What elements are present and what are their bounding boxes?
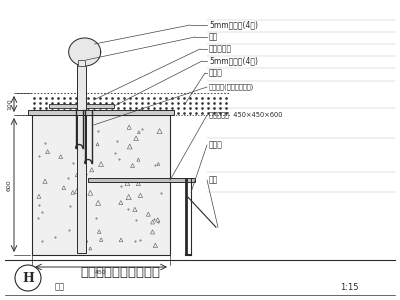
Bar: [32, 115, 170, 255]
Circle shape: [15, 265, 41, 291]
Text: H: H: [22, 272, 34, 284]
Text: 灯杆: 灯杆: [209, 32, 218, 41]
Text: 比例: 比例: [55, 283, 65, 292]
Polygon shape: [69, 38, 101, 66]
Text: 100: 100: [7, 98, 12, 110]
Text: 接地: 接地: [209, 176, 218, 184]
Bar: [77, 40, 86, 110]
Text: 膨胀螺丝(采用防腐措施): 膨胀螺丝(采用防腐措施): [209, 84, 254, 90]
Text: 灯座预埋件: 灯座预埋件: [209, 44, 232, 53]
Bar: [86, 104, 114, 108]
Text: 5mm厚肋板(4块): 5mm厚肋板(4块): [209, 56, 258, 65]
Bar: [77, 115, 86, 253]
Text: 庭院灯安装基础大样图: 庭院灯安装基础大样图: [80, 266, 160, 278]
Text: 穿线管: 穿线管: [209, 140, 223, 149]
Text: 1:15: 1:15: [340, 283, 358, 292]
Bar: [88, 178, 195, 182]
Text: 混凝土基座  450×450×600: 混凝土基座 450×450×600: [209, 112, 282, 118]
Bar: [78, 60, 85, 66]
Text: 450: 450: [95, 270, 107, 275]
Bar: [28, 110, 174, 115]
Text: 完成面: 完成面: [209, 68, 223, 77]
Text: 600: 600: [7, 179, 12, 191]
Text: 5mm厚肋板(4块): 5mm厚肋板(4块): [209, 20, 258, 29]
Bar: [49, 104, 77, 108]
